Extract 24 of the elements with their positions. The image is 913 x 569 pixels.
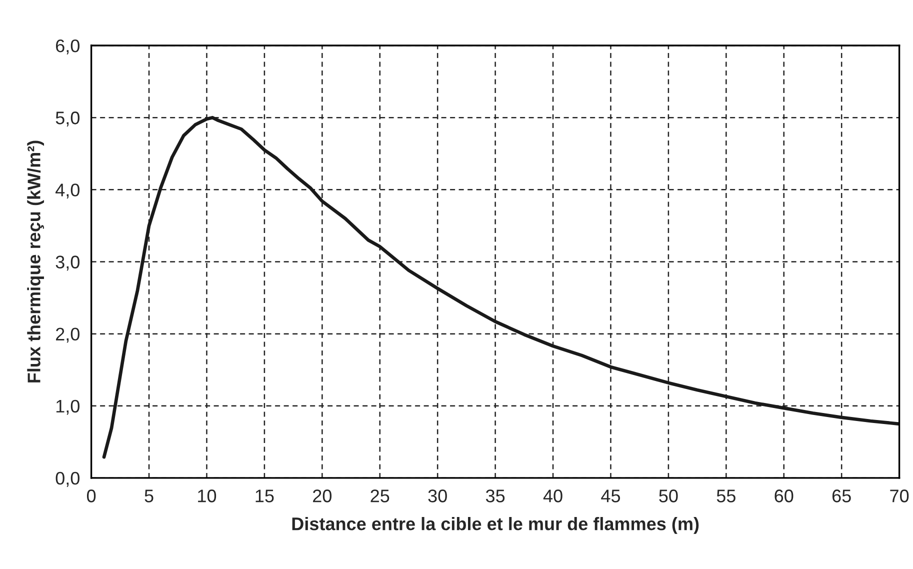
x-tick-label: 5 [144, 490, 154, 502]
x-tick-label: 20 [313, 490, 332, 502]
y-tick-label: 4,0 [56, 184, 80, 199]
x-tick-label: 70 [890, 490, 909, 502]
x-tick-label: 30 [428, 490, 447, 502]
x-tick-label: 45 [601, 490, 620, 502]
y-tick-label: 2,0 [56, 328, 80, 343]
y-tick-label: 1,0 [56, 400, 80, 415]
x-tick-label: 0 [86, 490, 96, 502]
y-tick-label: 0,0 [56, 472, 80, 487]
y-tick-label: 3,0 [56, 256, 80, 271]
y-axis-title: Flux thermique reçu (kW/m²) [27, 140, 44, 382]
x-tick-label: 50 [659, 490, 678, 502]
x-tick-label: 35 [486, 490, 505, 502]
x-tick-label: 40 [543, 490, 562, 502]
y-tick-label: 5,0 [56, 112, 80, 126]
x-tick-label: 55 [716, 490, 736, 502]
x-tick-label: 65 [832, 490, 851, 502]
x-tick-label: 60 [774, 490, 794, 502]
y-tick-label: 6,0 [56, 39, 80, 54]
x-tick-label: 25 [370, 490, 390, 502]
x-axis-title: Distance entre la cible et le mur de flammes (m) [292, 517, 699, 534]
x-tick-label: 10 [198, 490, 216, 502]
x-tick-label: 15 [256, 490, 274, 502]
